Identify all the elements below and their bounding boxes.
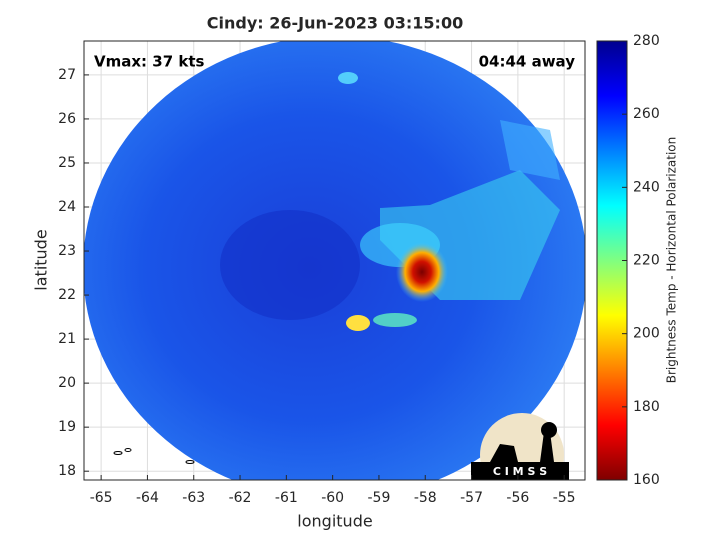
x-tick-label: -58 — [414, 490, 437, 506]
y-tick-label: 24 — [58, 199, 76, 215]
y-tick-label: 23 — [58, 243, 76, 259]
y-axis-label: latitude — [32, 229, 51, 290]
colorbar-tick-label: 220 — [633, 253, 660, 269]
x-tick-label: -56 — [506, 490, 529, 506]
colorbar-tick-label: 280 — [633, 33, 660, 49]
colorbar-tick-label: 180 — [633, 399, 660, 415]
y-tick-label: 27 — [58, 67, 76, 83]
y-tick-label: 21 — [58, 331, 76, 347]
y-tick-label: 20 — [58, 375, 76, 391]
annotation: Vmax: 37 kts — [94, 53, 204, 71]
annotation: 04:44 away — [479, 53, 576, 71]
x-tick-label: -63 — [182, 490, 205, 506]
y-tick-label: 26 — [58, 111, 76, 127]
x-tick-label: -65 — [90, 490, 113, 506]
imagery — [84, 41, 585, 480]
x-tick-label: -57 — [460, 490, 483, 506]
logo: C I M S S — [471, 413, 569, 480]
y-tick-label: 18 — [58, 463, 76, 479]
colorbar-label: Brightness Temp - Horizontal Polarizatio… — [665, 137, 679, 384]
x-tick-label: -61 — [275, 490, 298, 506]
colorbar-tick-label: 160 — [633, 472, 660, 488]
x-tick-label: -62 — [229, 490, 252, 506]
y-tick-label: 25 — [58, 155, 76, 171]
colorbar-tick-label: 200 — [633, 326, 660, 342]
chart-title: Cindy: 26-Jun-2023 03:15:00 — [207, 14, 463, 33]
x-tick-label: -60 — [321, 490, 344, 506]
x-tick-label: -64 — [136, 490, 159, 506]
x-axis-label: longitude — [297, 512, 372, 531]
y-tick-label: 22 — [58, 287, 76, 303]
islands — [113, 448, 195, 464]
y-tick-label: 19 — [58, 419, 76, 435]
x-tick-label: -59 — [368, 490, 391, 506]
colorbar-tick-label: 240 — [633, 179, 660, 195]
axes-frame — [83, 40, 586, 481]
colorbar-tick-label: 260 — [633, 106, 660, 122]
x-tick-label: -55 — [553, 490, 576, 506]
logo-text: C I M S S — [493, 465, 547, 478]
